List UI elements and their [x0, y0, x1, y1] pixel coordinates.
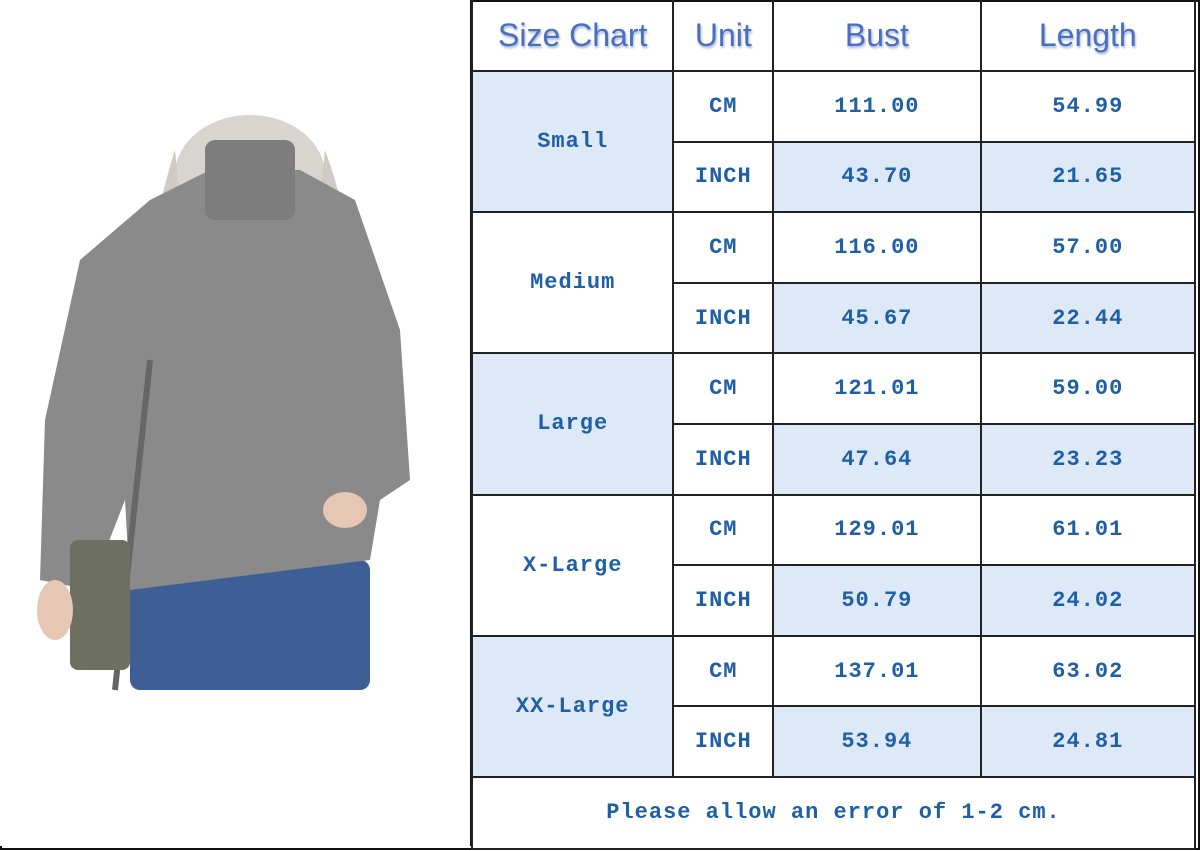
table-row-cm: Small CM 111.00 54.99	[470, 69, 1197, 214]
table-row-inch: INCH 43.70 21.65	[472, 140, 1197, 214]
table-row-inch: INCH 53.94 24.81	[472, 705, 1197, 778]
table-row-inch: INCH 47.64 23.23	[472, 422, 1197, 496]
bust-cell: 137.01	[772, 634, 982, 708]
size-chart-table: Size Chart Unit Bust Length Small CM 111…	[470, 0, 1197, 850]
table-row-cm: Large CM 121.01 59.00	[470, 352, 1197, 496]
length-cell: 22.44	[979, 281, 1197, 355]
unit-cell: CM	[672, 211, 775, 284]
bust-cell: 121.01	[772, 352, 982, 425]
table-row-cm: X-Large CM 129.01 61.01	[470, 493, 1197, 637]
size-label: X-Large	[470, 493, 675, 637]
length-cell: 23.23	[979, 422, 1197, 496]
sweater-model-image	[37, 115, 410, 691]
unit-cell: INCH	[672, 140, 775, 214]
table-row-cm: Medium CM 116.00 57.00	[470, 211, 1197, 355]
size-label: Large	[470, 352, 675, 496]
length-cell: 63.02	[979, 634, 1197, 708]
header-row: Size Chart Unit Bust Length	[470, 0, 1197, 72]
size-label: Small	[470, 69, 675, 214]
header-length: Length	[979, 0, 1197, 72]
bust-cell: 43.70	[772, 140, 982, 214]
bust-cell: 53.94	[772, 705, 982, 778]
unit-cell: CM	[672, 493, 775, 567]
unit-cell: INCH	[672, 564, 775, 637]
unit-cell: INCH	[672, 422, 775, 496]
header-size-chart: Size Chart	[470, 0, 675, 72]
error-note: Please allow an error of 1-2 cm.	[471, 775, 1196, 850]
product-photo	[0, 0, 472, 846]
table-row-inch: INCH 50.79 24.02	[472, 564, 1197, 637]
bust-cell: 129.01	[772, 493, 982, 567]
length-cell: 54.99	[979, 70, 1197, 143]
length-cell: 24.02	[979, 564, 1197, 637]
bust-cell: 116.00	[772, 211, 982, 284]
unit-cell: INCH	[672, 281, 775, 355]
length-cell: 61.01	[979, 493, 1197, 567]
bust-cell: 47.64	[772, 422, 982, 496]
bust-cell: 50.79	[772, 564, 982, 637]
unit-cell: CM	[672, 70, 775, 143]
header-unit: Unit	[672, 0, 775, 72]
bust-cell: 111.00	[772, 70, 982, 143]
length-cell: 59.00	[979, 352, 1197, 425]
unit-cell: CM	[672, 634, 775, 708]
table-row-inch: INCH 45.67 22.44	[472, 281, 1197, 355]
unit-cell: INCH	[672, 705, 775, 778]
size-label: Medium	[470, 211, 675, 355]
table-row-cm: XX-Large CM 137.01 63.02	[470, 634, 1197, 778]
header-bust: Bust	[772, 0, 982, 72]
unit-cell: CM	[672, 352, 775, 425]
footer-row: Please allow an error of 1-2 cm.	[471, 775, 1196, 850]
length-cell: 57.00	[979, 211, 1197, 284]
length-cell: 24.81	[979, 705, 1197, 778]
size-label: XX-Large	[470, 634, 675, 778]
length-cell: 21.65	[979, 140, 1197, 214]
bust-cell: 45.67	[772, 281, 982, 355]
